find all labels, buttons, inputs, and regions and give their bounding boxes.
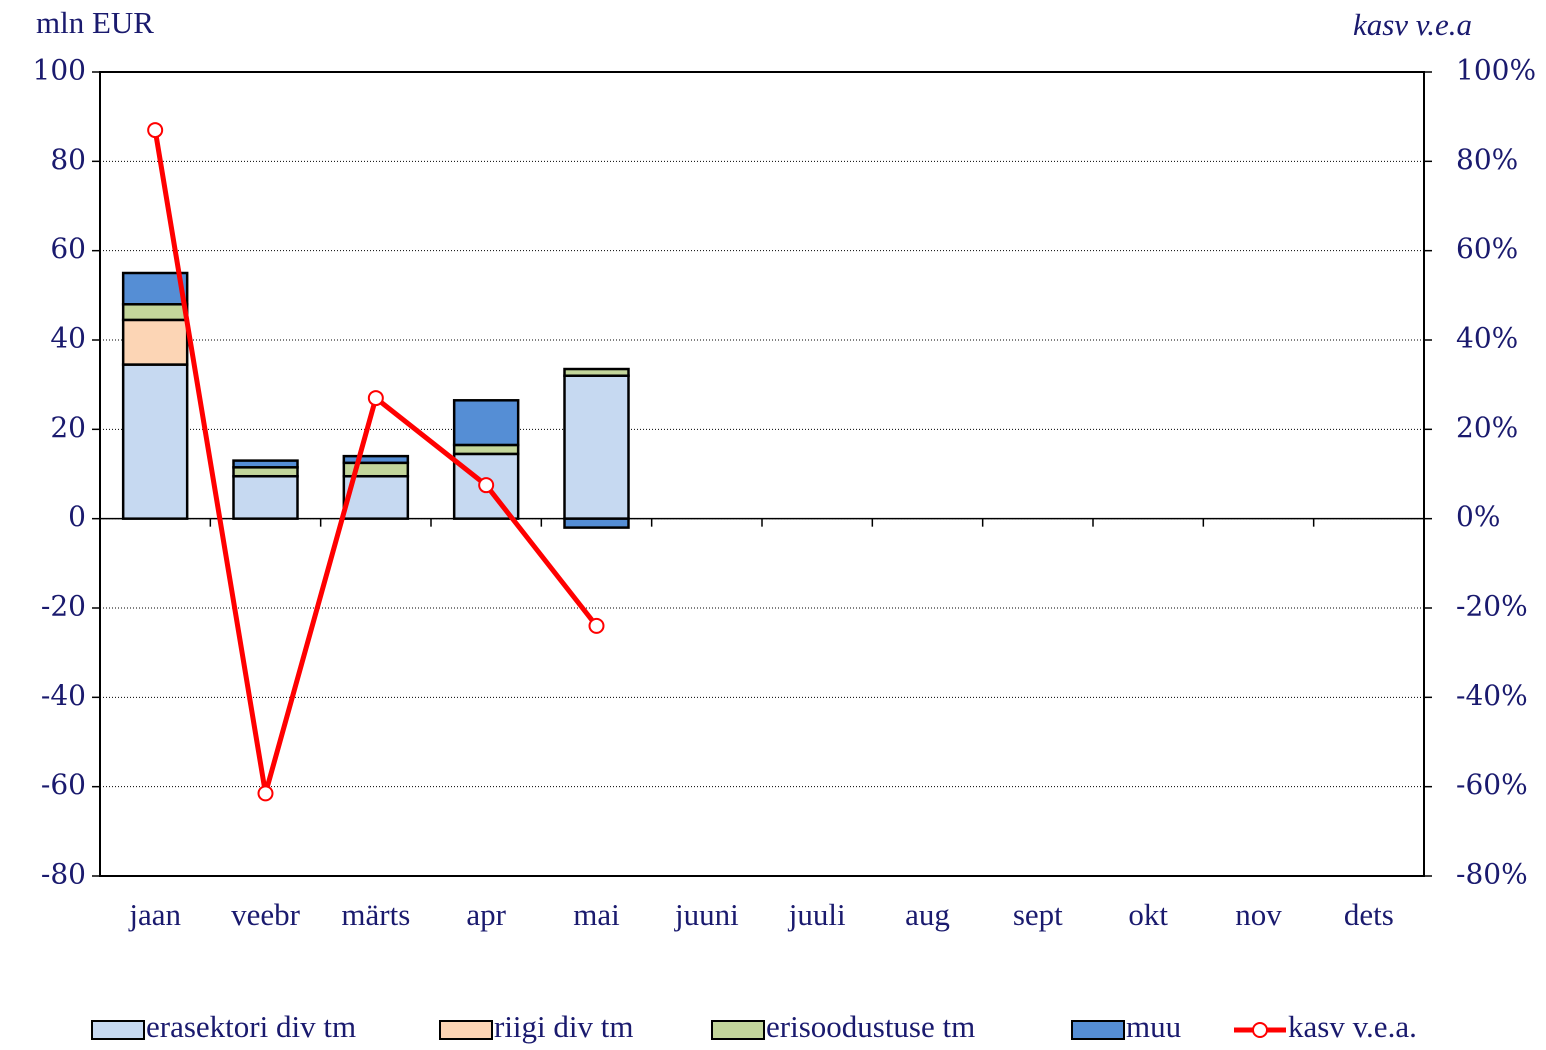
- y2-tick-label: 0%: [1456, 500, 1500, 533]
- legend-marker: [1252, 1022, 1268, 1038]
- bar: [121, 303, 189, 322]
- y-tick-label: -80: [41, 858, 86, 891]
- y2-tick-label: -80%: [1456, 858, 1528, 891]
- bar: [342, 454, 410, 465]
- bar: [232, 459, 299, 469]
- y-tick-label: 40: [50, 322, 86, 355]
- legend-label: muu: [1126, 1009, 1181, 1044]
- y-axis-label: mln EUR: [36, 5, 154, 40]
- bar: [452, 399, 520, 447]
- bar: [121, 363, 189, 520]
- x-tick-label: okt: [1128, 897, 1168, 932]
- legend-item: riigi div tm: [439, 1009, 634, 1044]
- line-marker: [588, 617, 605, 634]
- x-tick-label: nov: [1235, 897, 1282, 932]
- y-tick-label: -60: [41, 768, 86, 801]
- line-marker: [147, 122, 164, 139]
- bar: [121, 318, 189, 366]
- x-tick-label: sept: [1013, 897, 1063, 932]
- y-tick-label: 0: [68, 500, 86, 533]
- y-tick-label: -20: [41, 590, 86, 623]
- bar: [563, 517, 630, 529]
- x-tick-label: juuli: [788, 897, 846, 932]
- y2-axis-label: kasv v.e.a: [1353, 7, 1472, 42]
- legend-label: riigi div tm: [494, 1009, 634, 1044]
- y2-tick-label: -40%: [1456, 679, 1528, 712]
- legend-label: kasv v.e.a.: [1288, 1009, 1417, 1044]
- legend-swatch: [711, 1020, 765, 1040]
- y-tick-label: 80: [50, 143, 86, 176]
- plot-frame: [99, 71, 1425, 877]
- legend-swatch: [91, 1020, 145, 1040]
- legend-label: erisoodustuse tm: [766, 1009, 975, 1044]
- line-marker: [367, 390, 384, 407]
- y-tick-label: 60: [50, 232, 86, 265]
- x-tick-label: dets: [1344, 897, 1394, 932]
- y2-tick-label: -20%: [1456, 590, 1528, 623]
- x-tick-label: mai: [573, 897, 620, 932]
- x-tick-label: juuni: [674, 897, 739, 932]
- y2-tick-label: 60%: [1456, 232, 1518, 265]
- line-marker: [257, 785, 274, 802]
- y2-tick-label: 100%: [1456, 54, 1536, 87]
- legend-swatch: [439, 1020, 493, 1040]
- bar: [563, 374, 630, 520]
- bar: [563, 367, 630, 377]
- y2-tick-label: -60%: [1456, 768, 1528, 801]
- y-tick-label: 100: [33, 54, 86, 87]
- bar: [232, 474, 299, 520]
- legend-item: kasv v.e.a.: [1234, 1009, 1417, 1044]
- line-marker: [478, 477, 495, 494]
- bar: [452, 443, 520, 456]
- y2-tick-label: 20%: [1456, 411, 1518, 444]
- y2-tick-label: 40%: [1456, 322, 1518, 355]
- bar: [232, 466, 299, 478]
- x-tick-label: aug: [905, 897, 950, 932]
- legend-item: erasektori div tm: [91, 1009, 356, 1044]
- x-tick-label: veebr: [231, 897, 301, 932]
- legend-label: erasektori div tm: [146, 1009, 356, 1044]
- x-tick-label: apr: [466, 897, 506, 932]
- x-tick-label: jaan: [128, 897, 181, 932]
- legend-item: erisoodustuse tm: [711, 1009, 975, 1044]
- x-tick-label: märts: [341, 897, 410, 932]
- y-tick-label: -40: [41, 679, 86, 712]
- legend-item: muu: [1071, 1009, 1181, 1044]
- y2-tick-label: 80%: [1456, 143, 1518, 176]
- legend-swatch: [1071, 1020, 1125, 1040]
- bar: [121, 271, 189, 306]
- y-tick-label: 20: [50, 411, 86, 444]
